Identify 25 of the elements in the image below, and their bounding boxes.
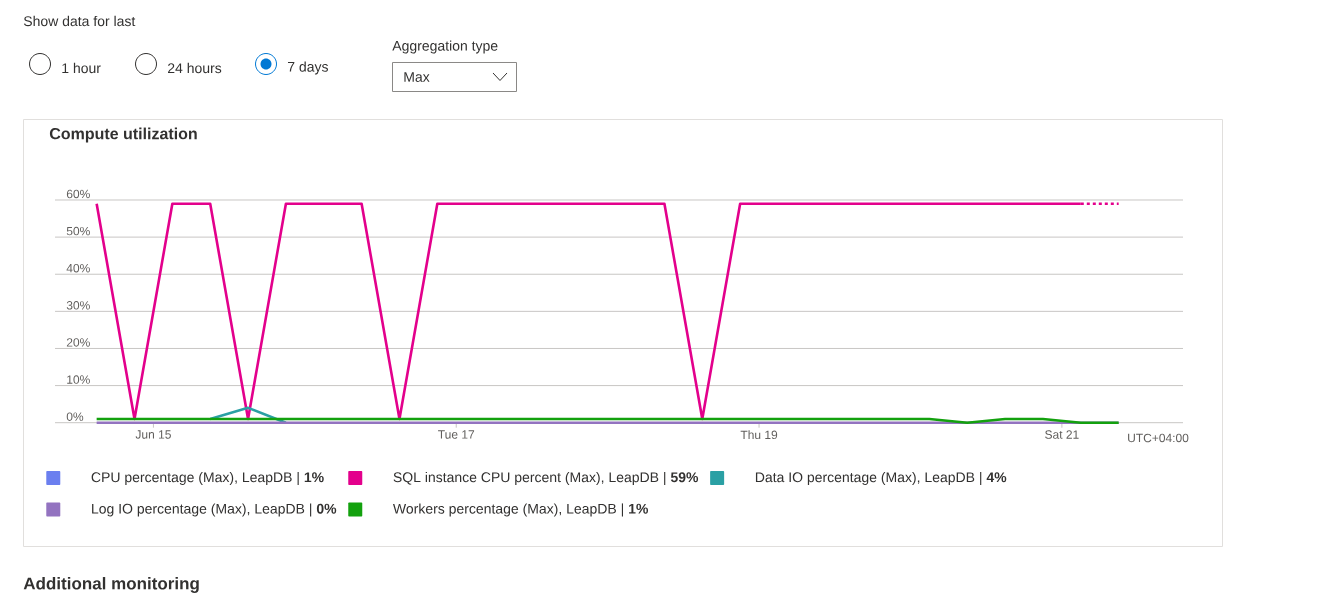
x-tick-label: Thu 19 <box>740 430 778 440</box>
y-tick-label: 40% <box>66 263 90 273</box>
text: 7 days <box>287 61 328 75</box>
chart-title: Compute utilization <box>49 127 197 143</box>
x-tick-label: Sat 21 <box>1045 430 1079 439</box>
text: Max <box>404 72 430 82</box>
y-tick-label: 30% <box>66 301 90 310</box>
x-tick-label: Jun 15 <box>135 430 171 439</box>
x-tick-label: Tue 17 <box>438 430 475 439</box>
legend-label: Log IO percentage (Max), LeapDB | 0% <box>92 503 337 517</box>
text: Additional monitoring <box>23 577 199 593</box>
text: Aggregation type <box>392 40 498 54</box>
x-axis-title: UTC+04:00 <box>1128 433 1189 443</box>
text: Show data for last <box>23 15 136 27</box>
text: 24 hours <box>167 62 222 74</box>
legend-label: CPU percentage (Max), LeapDB | 1% <box>91 471 324 486</box>
legend-label: Workers percentage (Max), LeapDB | 1% <box>392 503 649 517</box>
y-tick-label: 10% <box>67 375 90 384</box>
y-tick-label: 0% <box>66 412 84 421</box>
text: 1 hour <box>62 62 101 74</box>
y-tick-label: 60% <box>66 189 90 199</box>
legend-label: SQL instance CPU percent (Max), LeapDB | 59% <box>393 471 699 486</box>
y-tick-label: 20% <box>66 338 90 347</box>
y-tick-label: 50% <box>66 226 90 236</box>
legend-label: Data IO percentage (Max), LeapDB | 4% <box>755 471 1007 486</box>
